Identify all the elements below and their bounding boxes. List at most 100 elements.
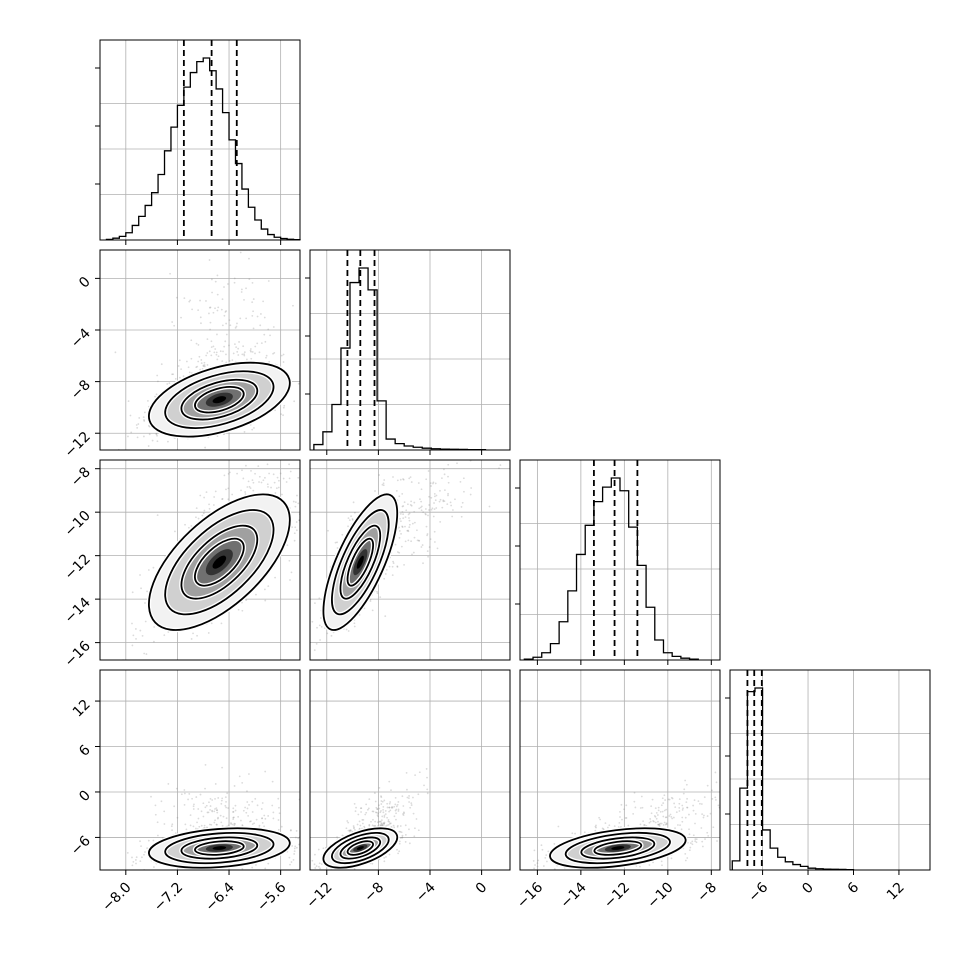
scatter-point — [251, 479, 254, 482]
scatter-point — [212, 311, 215, 314]
scatter-point — [246, 790, 248, 793]
scatter-point — [234, 343, 236, 346]
scatter-point — [217, 355, 220, 358]
scatter-point — [292, 304, 294, 307]
scatter-point — [413, 536, 416, 539]
scatter-point — [403, 501, 406, 504]
scatter-point — [189, 299, 192, 302]
scatter-point — [374, 490, 376, 492]
scatter-point — [233, 822, 236, 825]
scatter-point — [214, 490, 217, 493]
scatter-point — [460, 506, 463, 508]
scatter-point — [305, 830, 307, 832]
scatter-point — [175, 787, 178, 790]
scatter-point — [139, 860, 142, 863]
scatter-point — [316, 626, 318, 629]
scatter-point — [236, 350, 239, 353]
scatter-point — [327, 529, 329, 532]
contour-line — [180, 524, 259, 600]
scatter-point — [402, 478, 404, 480]
scatter-point — [138, 417, 141, 419]
scatter-point — [241, 609, 244, 612]
scatter-point — [404, 516, 407, 518]
scatter-point — [220, 219, 222, 221]
scatter-point — [213, 351, 216, 354]
scatter-point — [280, 354, 283, 357]
scatter-point — [297, 476, 300, 479]
scatter-point — [200, 322, 202, 325]
scatter-point — [289, 579, 291, 581]
scatter-point — [401, 525, 404, 528]
scatter-point — [154, 395, 156, 398]
scatter-point — [143, 420, 146, 422]
scatter-point — [352, 501, 355, 504]
scatter-point — [182, 375, 185, 378]
scatter-point — [358, 613, 361, 616]
scatter-point — [444, 489, 446, 492]
scatter-point — [187, 366, 190, 369]
scatter-point — [210, 622, 213, 625]
scatter-point — [288, 463, 291, 466]
scatter-point — [432, 515, 435, 518]
scatter-point — [195, 507, 198, 510]
scatter-point — [429, 538, 432, 541]
scatter-point — [283, 404, 286, 407]
scatter-point — [167, 440, 169, 443]
scatter-point — [248, 485, 251, 488]
scatter-point — [340, 435, 342, 437]
scatter-point — [210, 354, 213, 357]
scatter-point — [240, 288, 243, 291]
scatter-point — [240, 489, 242, 492]
scatter-point — [278, 806, 280, 809]
scatter-point — [319, 518, 321, 520]
scatter-point — [179, 376, 181, 379]
contour-line — [164, 509, 275, 616]
scatter-point — [272, 326, 275, 328]
scatter-point — [302, 543, 304, 545]
scatter-point — [413, 501, 416, 504]
scatter-point — [470, 487, 473, 489]
scatter-point — [452, 509, 454, 511]
scatter-point — [252, 327, 255, 330]
scatter-point — [434, 499, 437, 502]
scatter-point — [224, 311, 227, 313]
scatter-point — [424, 512, 427, 515]
scatter-point — [250, 350, 252, 353]
scatter-point — [517, 459, 519, 461]
scatter-point — [266, 463, 269, 466]
scatter-point — [378, 474, 381, 476]
scatter-point — [227, 487, 230, 490]
scatter-point — [197, 360, 200, 363]
scatter-point — [321, 513, 323, 515]
scatter-point — [160, 800, 163, 803]
scatter-point — [251, 351, 254, 353]
scatter-point — [222, 350, 224, 353]
scatter-point — [203, 361, 206, 364]
scatter-point — [296, 494, 298, 497]
scatter-point — [290, 861, 293, 863]
scatter-point — [432, 482, 434, 485]
scatter-point — [185, 360, 188, 363]
scatter-point — [176, 816, 179, 819]
scatter-point — [245, 358, 248, 361]
scatter-point — [199, 299, 201, 302]
scatter-point — [177, 365, 180, 367]
scatter-point — [254, 345, 257, 348]
scatter-point — [247, 480, 250, 483]
scatter-point — [263, 333, 266, 336]
scatter-point — [217, 306, 220, 309]
scatter-point — [205, 300, 207, 302]
scatter-point — [400, 520, 402, 523]
scatter-point — [439, 498, 442, 501]
panel-frame — [519, 459, 721, 661]
scatter-point — [265, 354, 268, 357]
scatter-point — [418, 540, 421, 542]
scatter-point — [209, 306, 212, 309]
scatter-point — [227, 283, 229, 285]
scatter-point — [285, 481, 288, 483]
contour-line — [194, 537, 245, 587]
scatter-point — [195, 342, 198, 345]
scatter-point — [408, 523, 411, 526]
scatter-point — [244, 493, 247, 495]
scatter-point — [209, 321, 212, 324]
